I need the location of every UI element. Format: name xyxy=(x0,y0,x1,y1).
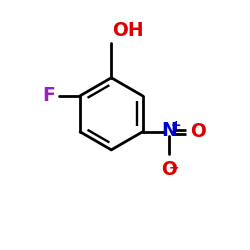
Text: +: + xyxy=(171,118,181,132)
Text: F: F xyxy=(42,86,55,105)
Text: O: O xyxy=(190,122,206,141)
Text: −: − xyxy=(169,162,179,174)
Text: N: N xyxy=(161,121,176,140)
Text: O: O xyxy=(161,160,176,180)
Text: OH: OH xyxy=(112,20,144,40)
